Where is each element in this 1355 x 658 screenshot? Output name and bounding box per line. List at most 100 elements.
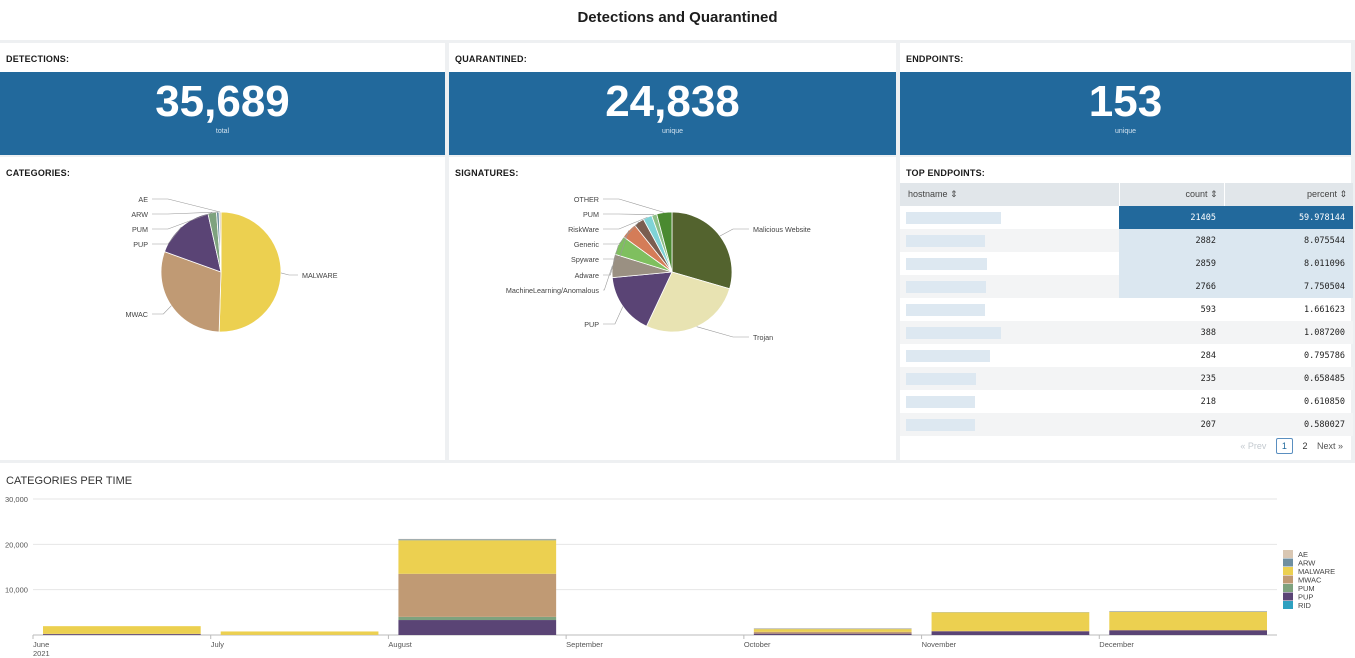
next-page-link[interactable]: Next » bbox=[1316, 441, 1343, 451]
pie-label-pup: PUP bbox=[133, 240, 148, 249]
bar-segment-malware[interactable] bbox=[220, 631, 379, 635]
pie-label-pum: PUM bbox=[583, 210, 599, 219]
x-tick-label: December bbox=[1099, 640, 1134, 649]
legend-swatch-mwac bbox=[1283, 575, 1293, 584]
legend-label-mwac[interactable]: MWAC bbox=[1298, 576, 1322, 585]
bar-segment-malware[interactable] bbox=[398, 540, 557, 574]
quarantined-kpi[interactable]: 24,838 unique bbox=[449, 72, 896, 155]
page-1-button[interactable]: 1 bbox=[1275, 438, 1293, 454]
pie-label-machinelearning-anomalous: MachineLearning/Anomalous bbox=[506, 286, 600, 295]
detections-sub: total bbox=[215, 128, 230, 135]
bar-segment-malware[interactable] bbox=[1109, 611, 1267, 631]
x-tick-label: September bbox=[566, 640, 603, 649]
pie-slice-trojan[interactable] bbox=[645, 271, 731, 333]
count-cell: 207 bbox=[1119, 413, 1224, 436]
leader-line-malicious-website bbox=[719, 228, 749, 237]
leader-line-adware bbox=[603, 245, 619, 276]
redacted-hostname bbox=[906, 326, 1001, 339]
table-row[interactable]: 284 0.795786 bbox=[900, 344, 1353, 367]
bar-segment-arw[interactable] bbox=[398, 539, 557, 541]
pie-label-mwac: MWAC bbox=[126, 310, 149, 319]
table-row[interactable]: 2859 8.011096 bbox=[900, 252, 1353, 275]
bar-segment-malware[interactable] bbox=[43, 626, 201, 634]
count-cell: 2882 bbox=[1119, 229, 1224, 252]
redacted-hostname bbox=[906, 303, 985, 316]
redacted-hostname bbox=[906, 349, 990, 362]
signatures-title: SIGNATURES: bbox=[455, 168, 519, 178]
table-row[interactable]: 388 1.087200 bbox=[900, 321, 1353, 344]
detections-panel: DETECTIONS: 35,689 total bbox=[0, 43, 445, 155]
pie-label-ae: AE bbox=[138, 195, 148, 204]
endpoints-label: ENDPOINTS: bbox=[906, 54, 964, 64]
bar-segment-pup[interactable] bbox=[753, 633, 912, 635]
pie-label-trojan: Trojan bbox=[753, 333, 773, 342]
bar-segment-pup[interactable] bbox=[398, 620, 557, 635]
leader-line-trojan bbox=[696, 326, 749, 338]
y-tick-label: 20,000 bbox=[5, 540, 28, 549]
leader-line-arw bbox=[152, 211, 218, 215]
legend-swatch-malware bbox=[1283, 567, 1293, 575]
legend-label-malware[interactable]: MALWARE bbox=[1298, 567, 1335, 576]
pie-slice-mwac[interactable] bbox=[160, 251, 222, 333]
count-cell: 218 bbox=[1200, 396, 1216, 407]
column-hostname[interactable]: hostname ⇕ bbox=[900, 183, 1119, 206]
table-row[interactable]: 2882 8.075544 bbox=[900, 229, 1353, 252]
legend-swatch-rid bbox=[1283, 601, 1293, 609]
legend-label-rid[interactable]: RID bbox=[1298, 601, 1312, 610]
endpoints-kpi[interactable]: 153 unique bbox=[900, 72, 1351, 155]
page-2-link[interactable]: 2 bbox=[1302, 441, 1308, 451]
endpoints-panel: ENDPOINTS: 153 unique bbox=[900, 43, 1351, 155]
table-row[interactable]: 218 0.610850 bbox=[900, 390, 1353, 413]
leader-line-riskware bbox=[603, 216, 648, 230]
x-tick-label: October bbox=[744, 640, 771, 649]
percent-cell: 7.750504 bbox=[1224, 275, 1353, 298]
leader-line-pup bbox=[603, 306, 624, 325]
legend-label-ae[interactable]: AE bbox=[1298, 550, 1308, 559]
hostname-cell bbox=[900, 344, 1119, 367]
count-cell: 284 bbox=[1200, 350, 1216, 361]
legend-label-pup[interactable]: PUP bbox=[1298, 593, 1313, 602]
table-row[interactable]: 21405 59.978144 bbox=[900, 206, 1353, 229]
pie-slice-other[interactable] bbox=[656, 211, 673, 273]
bar-segment-pup[interactable] bbox=[43, 634, 201, 635]
table-row[interactable]: 2766 7.750504 bbox=[900, 275, 1353, 298]
prev-page-link[interactable]: « Prev bbox=[1240, 441, 1267, 451]
pie-label-generic: Generic bbox=[574, 240, 600, 249]
detections-kpi[interactable]: 35,689 total bbox=[0, 72, 445, 155]
pie-slice-malware[interactable] bbox=[218, 211, 282, 333]
bar-segment-mwac[interactable] bbox=[753, 631, 912, 634]
pie-label-riskware: RiskWare bbox=[568, 225, 599, 234]
legend-swatch-pum bbox=[1283, 584, 1293, 592]
bar-segment-pup[interactable] bbox=[1109, 630, 1267, 635]
leader-line-generic bbox=[603, 221, 640, 245]
table-row[interactable]: 207 0.580027 bbox=[900, 413, 1353, 436]
pie-label-pup: PUP bbox=[584, 320, 599, 329]
legend-label-pum[interactable]: PUM bbox=[1298, 584, 1315, 593]
column-percent[interactable]: percent ⇕ bbox=[1223, 183, 1353, 206]
bar-segment-pum[interactable] bbox=[398, 616, 557, 621]
bar-segment-malware[interactable] bbox=[931, 612, 1090, 631]
dashboard-title: Detections and Quarantined bbox=[0, 0, 1355, 40]
percent-cell: 1.661623 bbox=[1304, 304, 1345, 315]
legend-swatch-pup bbox=[1283, 592, 1293, 601]
x-tick-label: July bbox=[211, 640, 225, 649]
redacted-hostname bbox=[906, 257, 987, 270]
count-cell: 2766 bbox=[1119, 275, 1224, 298]
percent-cell: 1.087200 bbox=[1224, 321, 1353, 344]
pie-label-spyware: Spyware bbox=[571, 255, 599, 264]
percent-cell: 0.795786 bbox=[1304, 350, 1345, 361]
bar-segment-malware[interactable] bbox=[753, 629, 912, 632]
x-tick-label: June bbox=[33, 640, 49, 649]
categories-per-time-panel: CATEGORIES PER TIME 10,000 20,000 30,000 Ju… bbox=[0, 463, 1355, 658]
bar-segment-mwac[interactable] bbox=[398, 573, 557, 617]
x-tick-label: August bbox=[388, 640, 412, 649]
bar-segment-pup[interactable] bbox=[931, 631, 1090, 635]
pie-label-other: OTHER bbox=[574, 195, 599, 204]
redacted-hostname bbox=[906, 395, 975, 408]
table-row[interactable]: 235 0.658485 bbox=[900, 367, 1353, 390]
legend-swatch-arw bbox=[1283, 558, 1293, 567]
legend-label-arw[interactable]: ARW bbox=[1298, 559, 1316, 568]
column-count[interactable]: count ⇕ bbox=[1118, 183, 1224, 206]
hostname-cell bbox=[900, 252, 1119, 275]
table-row[interactable]: 593 1.661623 bbox=[900, 298, 1353, 321]
